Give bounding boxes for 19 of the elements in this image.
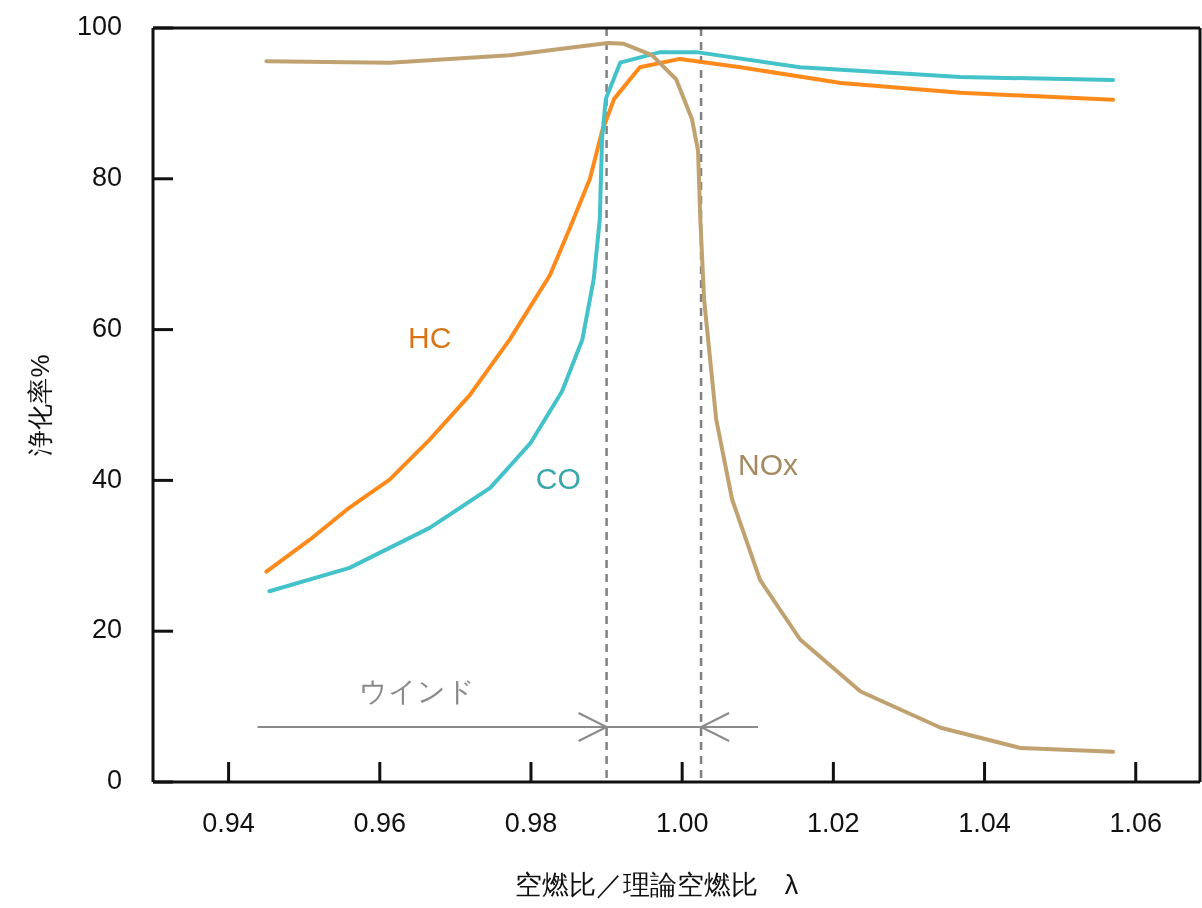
x-tick-label: 0.94 <box>202 808 255 839</box>
x-tick-label: 0.96 <box>353 808 407 839</box>
y-tick-label: 100 <box>76 11 122 42</box>
y-tick-label: 60 <box>91 312 122 343</box>
series-label: CO <box>535 462 581 496</box>
y-tick-label: 20 <box>91 614 122 645</box>
x-tick-label: 0.98 <box>504 808 558 839</box>
x-tick-label: 1.06 <box>1109 808 1163 839</box>
y-axis-title: 浄化率% <box>24 354 55 456</box>
y-tick-label: 40 <box>91 463 122 494</box>
x-axis-title: 空燃比／理論空燃比 λ <box>514 870 799 901</box>
series-label: HC <box>408 321 452 355</box>
x-tick-label: 1.04 <box>958 808 1011 839</box>
x-tick-label: 1.00 <box>655 808 709 839</box>
y-tick-label: 0 <box>106 765 122 796</box>
series-label: NOx <box>738 448 799 482</box>
x-tick-label: 1.02 <box>807 808 860 839</box>
annotation: ウインド <box>358 676 475 708</box>
y-tick-label: 80 <box>91 161 122 192</box>
